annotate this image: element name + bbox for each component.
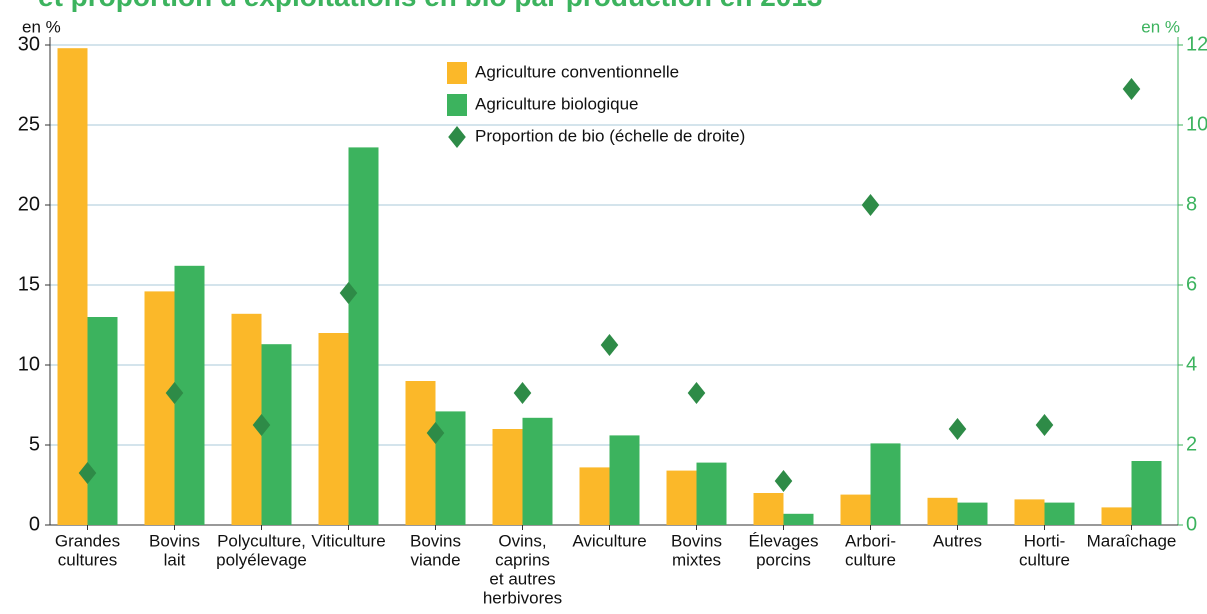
y-tick-label: 15 — [18, 273, 40, 295]
y-tick-label: 25 — [18, 113, 40, 135]
bar — [783, 513, 814, 525]
bar — [348, 147, 379, 525]
diamond-marker — [600, 334, 619, 356]
x-tick-label: polyélevage — [216, 550, 307, 569]
legend-swatch — [447, 94, 467, 116]
legend-label: Agriculture biologique — [475, 94, 639, 113]
x-tick-label: Autres — [933, 531, 982, 550]
bar — [1131, 461, 1162, 525]
diamond-marker — [774, 470, 793, 492]
x-tick-label: Horti- — [1024, 531, 1066, 550]
diamond-marker — [687, 382, 706, 404]
x-tick-label: Arbori- — [845, 531, 896, 550]
bar — [1014, 499, 1045, 525]
x-tick-label: Polyculture, — [217, 531, 306, 550]
bar — [840, 494, 871, 525]
bar — [753, 493, 784, 525]
x-tick-label: Maraîchage — [1087, 531, 1177, 550]
y-tick-label: 30 — [18, 33, 40, 55]
y2-axis-label: en % — [1141, 17, 1180, 36]
diamond-marker — [513, 382, 532, 404]
bar — [609, 435, 640, 525]
x-tick-label: Bovins — [671, 531, 722, 550]
y-axis-label: en % — [22, 17, 61, 36]
bar — [522, 417, 553, 525]
bar — [870, 443, 901, 525]
x-tick-label: herbivores — [483, 588, 562, 607]
bar — [1101, 507, 1132, 525]
bar — [957, 502, 988, 525]
bar — [1044, 502, 1075, 525]
x-tick-label: Bovins — [410, 531, 461, 550]
x-tick-label: culture — [845, 550, 896, 569]
bar — [261, 344, 292, 525]
x-tick-label: porcins — [756, 550, 811, 569]
legend-swatch — [447, 62, 467, 84]
y2-tick-label: 4 — [1186, 353, 1197, 375]
y2-tick-label: 12 — [1186, 33, 1207, 55]
x-tick-label: et autres — [489, 569, 555, 588]
chart-title: et proportion d'exploitations en bio par… — [38, 0, 823, 12]
diamond-marker — [252, 414, 271, 436]
bar — [579, 467, 610, 525]
y-tick-label: 5 — [29, 433, 40, 455]
y2-tick-label: 2 — [1186, 433, 1197, 455]
x-tick-label: viande — [410, 550, 460, 569]
diamond-marker — [339, 282, 358, 304]
diamond-marker — [948, 418, 967, 440]
diamond-marker — [426, 422, 445, 444]
diamond-marker — [861, 194, 880, 216]
y2-tick-label: 0 — [1186, 513, 1197, 535]
bar — [492, 429, 523, 525]
x-tick-label: Ovins, — [498, 531, 546, 550]
x-tick-label: cultures — [58, 550, 118, 569]
legend-label: Agriculture conventionnelle — [475, 62, 679, 81]
x-tick-label: culture — [1019, 550, 1070, 569]
bar — [405, 381, 436, 525]
diamond-marker — [165, 382, 184, 404]
diamond-marker — [1122, 78, 1141, 100]
x-tick-label: mixtes — [672, 550, 721, 569]
x-tick-label: Grandes — [55, 531, 120, 550]
bar — [87, 317, 118, 525]
y2-tick-label: 6 — [1186, 273, 1197, 295]
y-tick-label: 10 — [18, 353, 40, 375]
x-tick-label: lait — [164, 550, 186, 569]
legend-marker — [448, 126, 466, 148]
x-tick-label: caprins — [495, 550, 550, 569]
bar — [318, 333, 349, 525]
diamond-marker — [78, 462, 97, 484]
x-tick-label: Viticulture — [311, 531, 385, 550]
x-tick-label: Bovins — [149, 531, 200, 550]
bar — [144, 291, 175, 525]
x-tick-label: Élevages — [749, 531, 819, 550]
y2-tick-label: 8 — [1186, 193, 1197, 215]
y-tick-label: 0 — [29, 513, 40, 535]
bar — [666, 470, 697, 525]
x-tick-label: Aviculture — [572, 531, 646, 550]
bar — [57, 48, 88, 525]
diamond-marker — [1035, 414, 1054, 436]
bar — [231, 313, 262, 525]
y2-tick-label: 10 — [1186, 113, 1207, 135]
legend-label: Proportion de bio (échelle de droite) — [475, 126, 745, 145]
bar — [696, 462, 727, 525]
y-tick-label: 20 — [18, 193, 40, 215]
bar — [927, 497, 958, 525]
